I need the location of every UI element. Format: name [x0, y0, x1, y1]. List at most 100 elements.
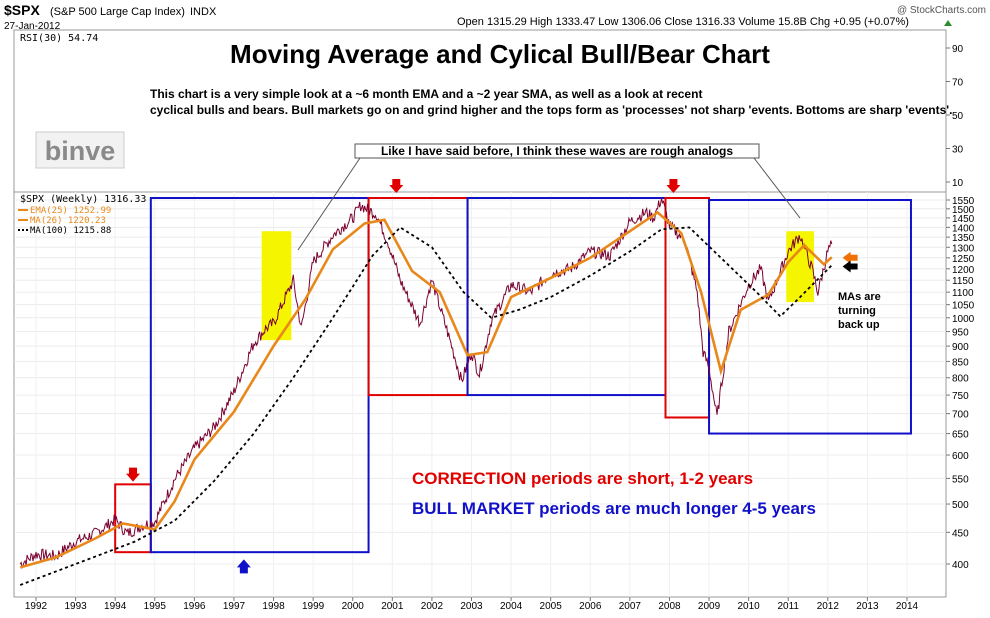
- price-tick-label: 500: [952, 500, 969, 511]
- bull-rest: periods are much longer 4-5 years: [534, 499, 816, 518]
- description-line: This chart is a very simple look at a ~6…: [150, 87, 702, 101]
- price-tick-label: 1250: [952, 254, 975, 265]
- x-tick-label: 1998: [262, 601, 285, 612]
- ma-note-line: MAs are: [838, 291, 881, 303]
- legend-entry: MA(100) 1215.88: [30, 226, 111, 236]
- x-tick-label: 2003: [460, 601, 483, 612]
- chart-date: 27-Jan-2012: [4, 21, 61, 32]
- chart-title: Moving Average and Cylical Bull/Bear Cha…: [230, 39, 770, 69]
- x-tick-label: 2013: [856, 601, 879, 612]
- price-tick-label: 700: [952, 410, 969, 421]
- x-tick-label: 2001: [381, 601, 404, 612]
- legend-entry: EMA(25) 1252.99: [30, 206, 111, 216]
- symbol: $SPX: [4, 2, 40, 18]
- x-tick-label: 2011: [777, 601, 799, 612]
- rsi-tick-label: 70: [952, 78, 964, 89]
- exchange: INDX: [190, 6, 217, 18]
- callout-line-right: [753, 157, 801, 219]
- x-tick-label: 1993: [64, 601, 87, 612]
- left-arrow-marker: [842, 260, 858, 273]
- ma-note-line: turning: [838, 305, 876, 317]
- price-tick-label: 1150: [952, 276, 974, 287]
- callout-line-left: [297, 157, 361, 251]
- x-tick-label: 2014: [896, 601, 919, 612]
- price-tick-label: 800: [952, 374, 969, 385]
- x-tick-label: 1997: [223, 601, 246, 612]
- price-tick-label: 1000: [952, 314, 975, 325]
- price-tick-label: 1500: [952, 205, 975, 216]
- logo: binve: [45, 136, 116, 166]
- x-tick-label: 2000: [342, 601, 365, 612]
- price-tick-label: 450: [952, 528, 969, 539]
- x-axis-ticks: 1992 1993 1994 1995 1996 1997 1998 1999 2000 2001…: [25, 192, 919, 612]
- price-tick-label: 1200: [952, 265, 975, 276]
- bull-region-box: [708, 199, 912, 435]
- correction-rest: periods are short, 1-2 years: [526, 469, 753, 488]
- down-arrow-marker: [389, 179, 404, 193]
- x-tick-label: 2009: [698, 601, 721, 612]
- price-tick-label: 1300: [952, 243, 975, 254]
- price-tick-label: 1450: [952, 214, 975, 225]
- ema-series-line: [19, 210, 833, 569]
- correction-note: CORRECTION periods are short, 1-2 years: [412, 469, 753, 488]
- description-line: cyclical bulls and bears. Bull markets g…: [150, 103, 952, 117]
- x-tick-label: 2005: [540, 601, 563, 612]
- x-tick-label: 2007: [619, 601, 642, 612]
- quote-line: Open 1315.29 High 1333.47 Low 1306.06 Cl…: [457, 16, 909, 28]
- price-label: $SPX (Weekly) 1316.33: [20, 194, 146, 205]
- legend-entry: MA(26) 1220.23: [30, 216, 106, 226]
- x-tick-label: 1994: [104, 601, 127, 612]
- x-tick-label: 1999: [302, 601, 325, 612]
- down-arrow-marker: [666, 179, 681, 193]
- x-tick-label: 2008: [658, 601, 681, 612]
- price-tick-label: 1050: [952, 301, 975, 312]
- price-series-line: [19, 198, 833, 570]
- quote-arrow-icon: [944, 20, 952, 26]
- left-arrow-marker: [842, 251, 858, 264]
- marker-layer: [125, 179, 858, 574]
- x-tick-label: 2012: [817, 601, 840, 612]
- x-tick-label: 2004: [500, 601, 523, 612]
- price-tick-label: 750: [952, 391, 969, 402]
- rsi-label: RSI(30) 54.74: [20, 33, 98, 44]
- ma-note-line: back up: [838, 319, 880, 331]
- description: This chart is a very simple look at a ~6…: [150, 87, 952, 117]
- ma100-series-line: [19, 226, 833, 586]
- callout-text: Like I have said before, I think these w…: [381, 144, 733, 158]
- x-tick-label: 2006: [579, 601, 602, 612]
- x-tick-label: 1992: [25, 601, 48, 612]
- rsi-tick-label: 30: [952, 145, 964, 156]
- price-tick-label: 1100: [952, 288, 974, 299]
- down-arrow-marker: [125, 467, 140, 482]
- x-tick-label: 1996: [183, 601, 206, 612]
- correction-prefix: CORRECTION: [412, 469, 526, 488]
- bull-note: BULL MARKET periods are much longer 4-5 …: [412, 499, 816, 518]
- ma-note: MAs are turning back up: [838, 291, 881, 331]
- highlight-box: [261, 231, 292, 341]
- series-layer: [19, 198, 833, 586]
- callout-box: [354, 143, 760, 159]
- price-tick-label: 950: [952, 328, 969, 339]
- price-tick-label: 650: [952, 430, 969, 441]
- rsi-tick-label: 90: [952, 44, 964, 55]
- x-tick-label: 2002: [421, 601, 444, 612]
- watermark: @ StockCharts.com: [897, 5, 986, 16]
- rsi-panel: [13, 29, 947, 193]
- logo-box: [35, 131, 125, 169]
- price-tick-label: 1400: [952, 223, 975, 234]
- x-tick-label: 1995: [144, 601, 167, 612]
- up-arrow-marker: [236, 559, 251, 574]
- price-tick-label: 550: [952, 474, 969, 485]
- rsi-tick-label: 50: [952, 111, 964, 122]
- price-tick-label: 400: [952, 560, 969, 571]
- x-tick-label: 2010: [738, 601, 761, 612]
- rsi-tick-label: 10: [952, 178, 964, 189]
- price-tick-label: 900: [952, 342, 969, 353]
- price-tick-label: 600: [952, 451, 969, 462]
- symbol-name: (S&P 500 Large Cap Index): [50, 6, 185, 18]
- price-tick-label: 1550: [952, 196, 975, 207]
- price-tick-label: 850: [952, 357, 969, 368]
